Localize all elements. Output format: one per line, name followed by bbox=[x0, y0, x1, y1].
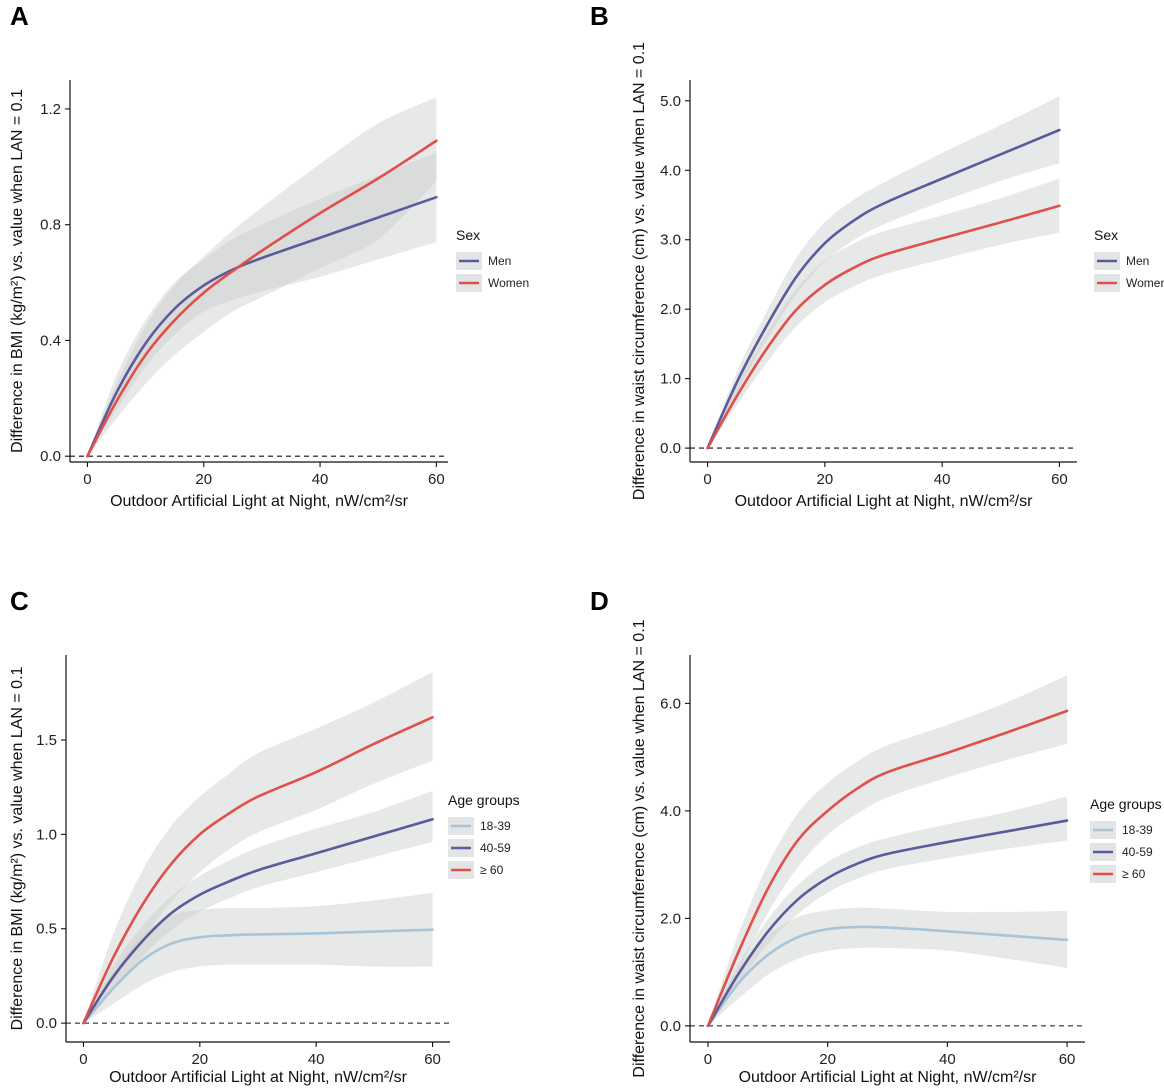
x-tick-label: 20 bbox=[819, 1051, 836, 1068]
confidence-band bbox=[87, 97, 437, 457]
x-tick-label: 60 bbox=[424, 1051, 441, 1068]
x-axis-label: Outdoor Artificial Light at Night, nW/cm… bbox=[735, 493, 1034, 510]
series-line bbox=[706, 204, 1061, 450]
panel-d: D 0.0 2.0 4.0 6.0 0 20 40 60 Outdoor Artificial L… bbox=[590, 586, 1162, 1086]
legend-label: 18-39 bbox=[1122, 823, 1153, 837]
y-tick-label: 1.2 bbox=[40, 101, 61, 118]
confidence-band bbox=[83, 892, 433, 1024]
legend-label: ≥ 60 bbox=[480, 863, 504, 877]
confidence-band bbox=[707, 675, 1068, 1026]
series-line bbox=[82, 716, 434, 1025]
series-line bbox=[706, 709, 1069, 1028]
legend: Age groups 18-39 40-59 ≥ 60 bbox=[1090, 796, 1162, 883]
series-line bbox=[86, 139, 438, 458]
x-tick-label: 40 bbox=[934, 471, 951, 488]
legend-label: 40-59 bbox=[1122, 845, 1153, 859]
y-tick-label: 3.0 bbox=[660, 232, 681, 249]
legend-label: 18-39 bbox=[480, 819, 511, 833]
series-line bbox=[706, 925, 1069, 1028]
x-tick-label: 0 bbox=[79, 1051, 87, 1068]
panel-letter: D bbox=[590, 586, 609, 616]
panel-b: B 0.0 1.0 2.0 3.0 4.0 5.0 0 20 40 60 Outdoor Artifi… bbox=[590, 1, 1164, 510]
legend: Sex Men Women bbox=[1094, 227, 1164, 292]
x-axis-label: Outdoor Artificial Light at Night, nW/cm… bbox=[739, 1069, 1038, 1086]
panel-letter: A bbox=[10, 1, 29, 31]
x-tick-label: 0 bbox=[703, 471, 711, 488]
y-tick-label: 1.0 bbox=[660, 371, 681, 388]
confidence-band bbox=[707, 95, 1060, 449]
x-axis-label: Outdoor Artificial Light at Night, nW/cm… bbox=[110, 493, 409, 510]
y-tick-label: 0.0 bbox=[660, 1018, 681, 1035]
panel-letter: B bbox=[590, 1, 609, 31]
y-tick-label: 0.4 bbox=[40, 332, 61, 349]
y-tick-label: 5.0 bbox=[660, 93, 681, 110]
confidence-band bbox=[707, 907, 1068, 1026]
legend-label: Men bbox=[1126, 254, 1149, 268]
confidence-band bbox=[83, 790, 433, 1024]
confidence-band bbox=[707, 178, 1060, 449]
x-tick-label: 20 bbox=[817, 471, 834, 488]
y-tick-label: 2.0 bbox=[660, 301, 681, 318]
y-tick-label: 2.0 bbox=[660, 910, 681, 927]
y-axis-label: Difference in BMI (kg/m²) vs. value when… bbox=[9, 89, 26, 453]
y-tick-label: 1.0 bbox=[36, 826, 57, 843]
series-line bbox=[82, 817, 434, 1025]
legend-label: Women bbox=[1126, 276, 1164, 290]
panel-c: C 0.0 0.5 1.0 1.5 0 20 40 60 Outdoor Artificial L… bbox=[9, 586, 520, 1086]
y-tick-label: 1.5 bbox=[36, 732, 57, 749]
legend-title: Sex bbox=[1094, 227, 1118, 243]
confidence-band bbox=[83, 671, 433, 1024]
x-tick-label: 60 bbox=[1059, 1051, 1076, 1068]
legend-label: Men bbox=[488, 254, 511, 268]
y-tick-label: 6.0 bbox=[660, 695, 681, 712]
y-axis-label: Difference in waist circumference (cm) v… bbox=[631, 619, 648, 1077]
legend-title: Sex bbox=[456, 227, 480, 243]
y-tick-label: 0.0 bbox=[660, 440, 681, 457]
legend-label: Women bbox=[488, 276, 529, 290]
legend-label: ≥ 60 bbox=[1122, 867, 1146, 881]
legend: Age groups 18-39 40-59 ≥ 60 bbox=[448, 792, 520, 879]
y-tick-label: 0.0 bbox=[40, 448, 61, 465]
x-tick-label: 60 bbox=[1051, 471, 1068, 488]
x-tick-label: 60 bbox=[428, 471, 445, 488]
x-tick-label: 40 bbox=[312, 471, 329, 488]
legend-title: Age groups bbox=[448, 792, 520, 808]
y-axis-label: Difference in waist circumference (cm) v… bbox=[631, 42, 648, 500]
y-tick-label: 4.0 bbox=[660, 803, 681, 820]
y-tick-label: 4.0 bbox=[660, 162, 681, 179]
x-tick-label: 0 bbox=[83, 471, 91, 488]
x-axis-label: Outdoor Artificial Light at Night, nW/cm… bbox=[109, 1069, 408, 1086]
x-tick-label: 0 bbox=[704, 1051, 712, 1068]
series-line bbox=[706, 819, 1069, 1028]
series-line bbox=[86, 195, 438, 458]
series-line bbox=[706, 128, 1061, 450]
y-tick-label: 0.5 bbox=[36, 921, 57, 938]
y-tick-label: 0.0 bbox=[36, 1015, 57, 1032]
x-tick-label: 20 bbox=[191, 1051, 208, 1068]
confidence-band bbox=[707, 796, 1068, 1026]
x-tick-label: 20 bbox=[195, 471, 212, 488]
y-axis-label: Difference in BMI (kg/m²) vs. value when… bbox=[9, 666, 26, 1030]
legend-label: 40-59 bbox=[480, 841, 511, 855]
legend-title: Age groups bbox=[1090, 796, 1162, 812]
panel-a: A 0.0 0.4 0.8 1.2 0 20 40 60 Outdoor Artificial L… bbox=[9, 1, 529, 510]
x-tick-label: 40 bbox=[939, 1051, 956, 1068]
legend: Sex Men Women bbox=[456, 227, 529, 292]
y-tick-label: 0.8 bbox=[40, 217, 61, 234]
series-line bbox=[82, 928, 434, 1025]
x-tick-label: 40 bbox=[308, 1051, 325, 1068]
panel-letter: C bbox=[10, 586, 29, 616]
